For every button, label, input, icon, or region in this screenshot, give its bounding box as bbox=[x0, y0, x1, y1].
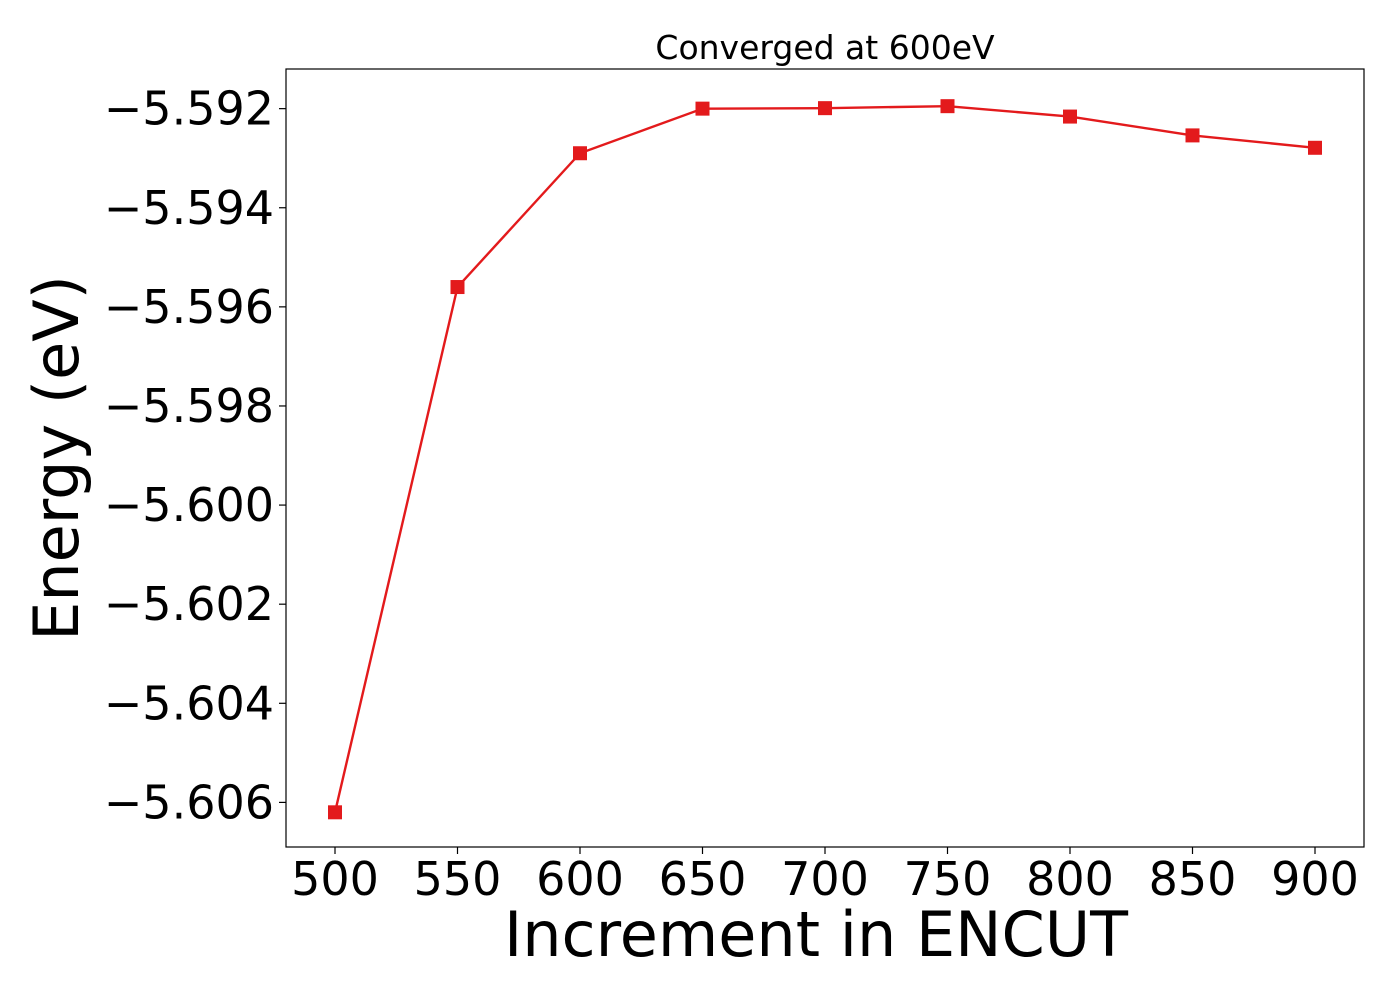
x-tick-label: 700 bbox=[781, 852, 869, 906]
chart-title: Converged at 600eV bbox=[655, 28, 995, 67]
y-tick-label: −5.602 bbox=[104, 577, 274, 631]
y-tick-label: −5.596 bbox=[104, 280, 274, 334]
x-tick-label: 750 bbox=[904, 852, 992, 906]
y-tick-label: −5.606 bbox=[104, 775, 274, 829]
x-tick-label: 500 bbox=[291, 852, 379, 906]
x-tick-label: 600 bbox=[536, 852, 624, 906]
y-tick-label: −5.604 bbox=[104, 676, 274, 730]
y-tick-label: −5.594 bbox=[104, 181, 274, 235]
x-axis-label: Increment in ENCUT bbox=[504, 898, 1129, 971]
x-axis-ticks: 500 550 600 650 700 750 800 850 900 bbox=[291, 847, 1359, 906]
y-tick-label: −5.600 bbox=[104, 478, 274, 532]
x-tick-label: 650 bbox=[659, 852, 747, 906]
data-point-marker bbox=[573, 146, 587, 161]
x-tick-label: 850 bbox=[1149, 852, 1237, 906]
series-line bbox=[333, 104, 1316, 813]
data-point-marker bbox=[818, 101, 832, 116]
data-point-marker bbox=[940, 99, 955, 114]
data-point-marker bbox=[1063, 109, 1077, 124]
x-tick-label: 550 bbox=[414, 852, 502, 906]
data-point-marker bbox=[450, 280, 465, 295]
series-layer bbox=[328, 99, 1322, 820]
y-axis-ticks: −5.606 −5.604 −5.602 −5.600 −5.598 −5.596 −5.5… bbox=[104, 82, 286, 829]
data-point-marker bbox=[1308, 140, 1322, 155]
y-tick-label: −5.592 bbox=[104, 82, 274, 136]
y-axis-label: Energy (eV) bbox=[20, 275, 93, 641]
x-tick-label: 800 bbox=[1026, 852, 1114, 906]
x-tick-label: 900 bbox=[1271, 852, 1359, 906]
y-tick-label: −5.598 bbox=[104, 379, 274, 433]
data-point-marker bbox=[328, 805, 342, 820]
plot-area-frame bbox=[285, 68, 1365, 848]
data-point-marker bbox=[695, 101, 710, 116]
data-point-marker bbox=[1185, 128, 1200, 143]
